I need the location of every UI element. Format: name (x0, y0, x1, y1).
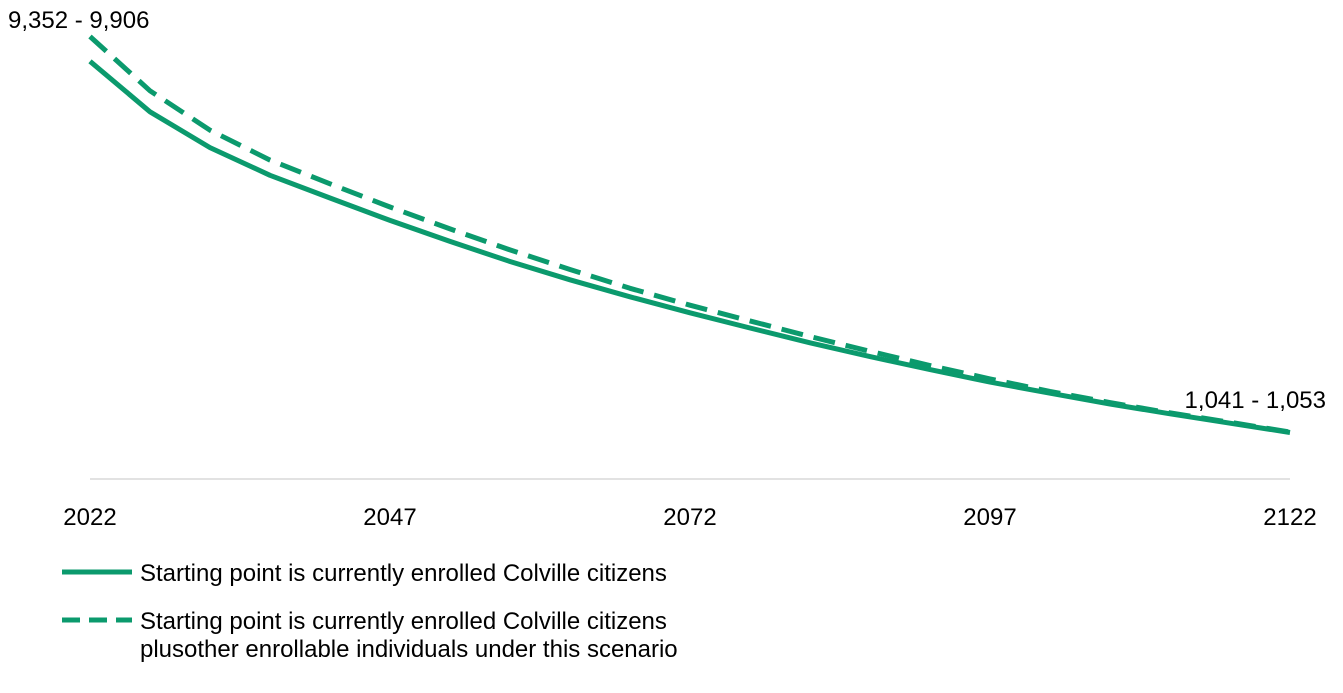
x-tick-label: 2097 (963, 504, 1016, 531)
legend-item-solid: Starting point is currently enrolled Col… (60, 560, 678, 588)
x-tick-label: 2022 (63, 504, 116, 531)
legend-swatch-solid (60, 560, 136, 584)
start-value-annotation: 9,352 - 9,906 (8, 7, 149, 34)
x-tick-label: 2072 (663, 504, 716, 531)
legend-label-solid: Starting point is currently enrolled Col… (140, 560, 667, 587)
x-tick-label: 2047 (363, 504, 416, 531)
legend-swatch-dashed (60, 608, 136, 632)
x-tick-label: 2122 (1263, 504, 1316, 531)
end-value-annotation: 1,041 - 1,053 (1185, 387, 1326, 414)
series-line-dashed (88, 34, 1291, 435)
legend-item-dashed: Starting point is currently enrolled Col… (60, 608, 678, 664)
x-tick-labels: 2022 2047 2072 2097 2122 (63, 504, 1316, 531)
series-layer (88, 34, 1291, 435)
legend-label-dashed: Starting point is currently enrolled Col… (140, 608, 678, 663)
legend: Starting point is currently enrolled Col… (60, 560, 678, 684)
line-chart: 2022 2047 2072 2097 2122 9,352 - 9,906 1,041… (8, 7, 1326, 531)
series-line-solid (88, 59, 1291, 435)
